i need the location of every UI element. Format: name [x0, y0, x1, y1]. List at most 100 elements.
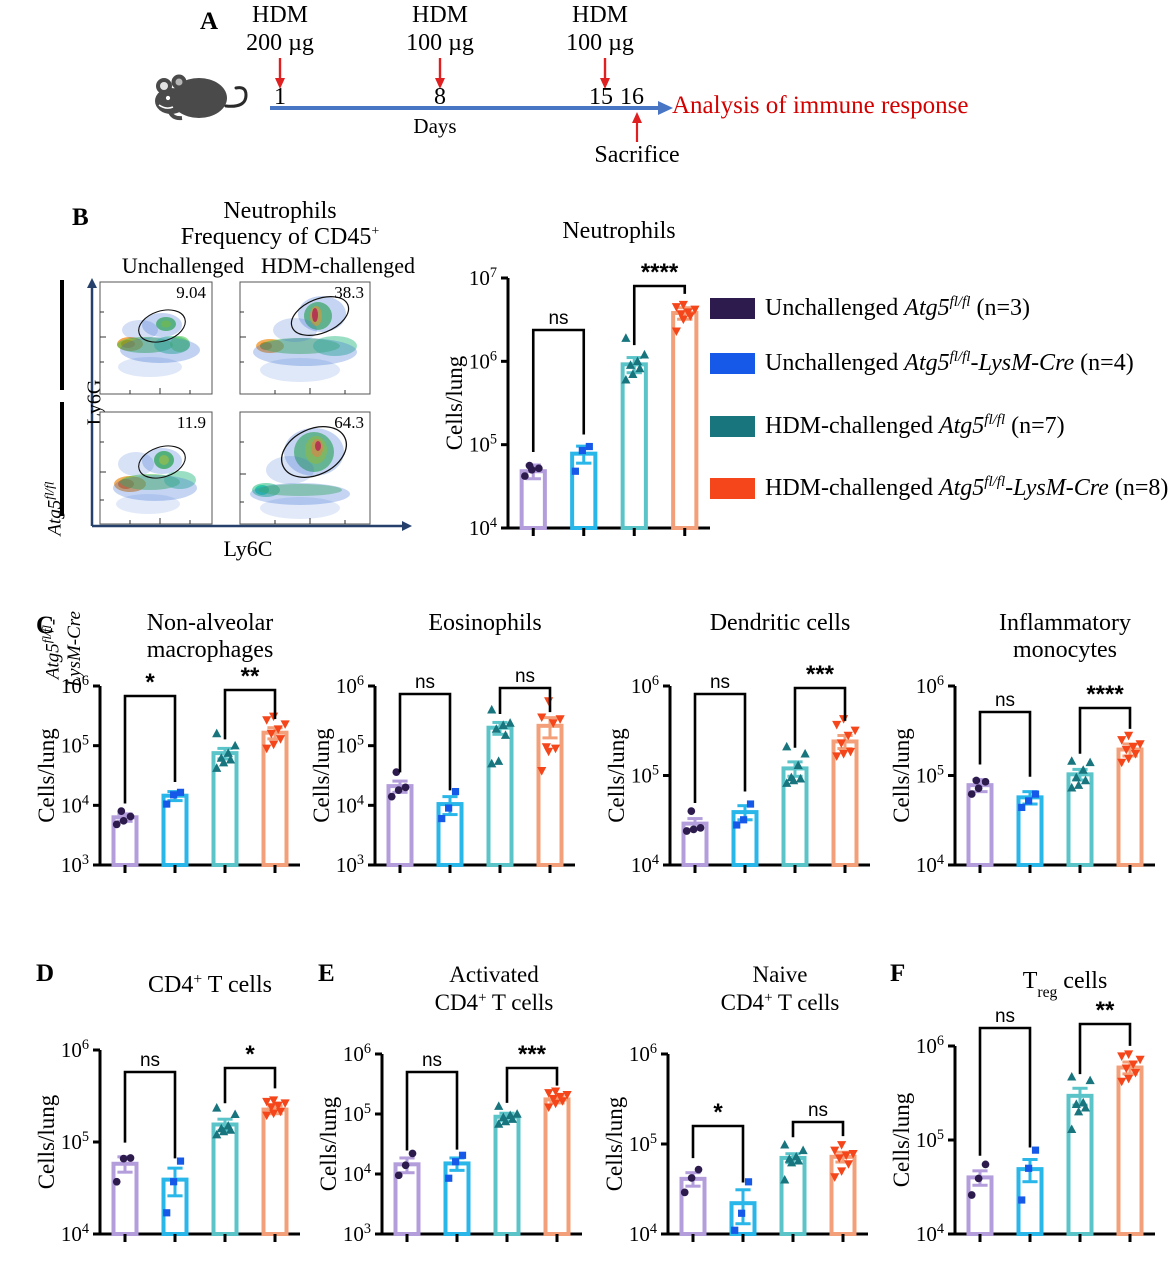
- significance-label: *: [145, 669, 155, 696]
- data-point-marker: [974, 784, 983, 793]
- data-point-marker: [1124, 731, 1134, 741]
- bar[interactable]: [211, 1122, 239, 1236]
- significance-label: *: [245, 1041, 255, 1068]
- dose-1-amount: 200 µg: [246, 30, 314, 57]
- significance-label: ns: [548, 308, 568, 329]
- significance-bracket: [498, 686, 552, 714]
- chart-non-alveolar-macrophages[interactable]: Non-alveolar macrophages 103 104 105 106 Cells…: [30, 608, 310, 893]
- chart-cd4-t-cells[interactable]: CD4+ T cells 104 105 106 Cells/lung ns *: [30, 962, 310, 1262]
- legend-item-0[interactable]: Unchallenged Atg5fl/fl (n=3): [710, 285, 1172, 331]
- data-point-marker: [112, 820, 121, 829]
- data-point-marker: [500, 730, 511, 739]
- data-point-marker: [537, 713, 547, 723]
- significance-bracket: [531, 328, 586, 453]
- data-point-marker: [1074, 780, 1084, 789]
- data-point-marker: [126, 812, 135, 821]
- legend-suffix-3: -LysM-Cre: [1005, 475, 1109, 501]
- data-point-marker: [119, 816, 128, 825]
- legend-item-1[interactable]: Unchallenged Atg5fl/fl-LysM-Cre (n=4): [710, 331, 1172, 395]
- bar[interactable]: [570, 451, 598, 530]
- chart-inflammatory-monocytes[interactable]: Inflammatory monocytes 104 105 106 Cells/lung…: [885, 608, 1165, 893]
- data-point-marker: [1078, 765, 1088, 774]
- data-point-marker: [834, 1154, 844, 1163]
- data-point-marker: [401, 783, 410, 792]
- data-point-marker: [219, 757, 229, 767]
- data-point-marker: [119, 1154, 128, 1163]
- data-point-marker: [273, 725, 283, 734]
- data-point-marker: [625, 360, 636, 369]
- data-point-marker: [967, 1191, 976, 1199]
- dose-2-group: HDM 100 µg: [385, 2, 495, 57]
- y-axis-title: Cells/lung: [602, 1096, 627, 1191]
- chart-neutrophils[interactable]: Neutrophils 104 105 106 107 Cells/lung ns ****: [430, 216, 720, 556]
- chart-activated-cd4-t-cells[interactable]: Activated CD4+ T cells 103 104 105 106 Cells/l…: [312, 962, 592, 1262]
- bar[interactable]: [671, 311, 699, 530]
- data-point-marker: [170, 791, 178, 799]
- chart-naive-cd4-t-cells[interactable]: Naive CD4+ T cells 104 105 106 Cells/lung * ns: [598, 962, 878, 1262]
- bar[interactable]: [1116, 747, 1144, 867]
- y-axis-tick-label: 103: [336, 852, 364, 877]
- data-point-marker: [836, 739, 846, 748]
- data-point-marker: [1121, 745, 1131, 755]
- data-point-marker: [793, 760, 803, 770]
- data-point-marker: [1117, 1052, 1127, 1061]
- significance-label: ***: [518, 1041, 547, 1068]
- legend-swatch-2: [710, 415, 755, 437]
- data-point-marker: [830, 1173, 840, 1182]
- bar[interactable]: [543, 1097, 571, 1236]
- y-axis-tick-label: 105: [61, 733, 89, 758]
- legend-gene-3: Atg5: [938, 475, 985, 501]
- flow-title-line2: Frequency of CD45+: [115, 224, 445, 250]
- data-point-marker: [544, 1089, 554, 1098]
- significance-bracket: [791, 1120, 845, 1138]
- data-point-marker: [628, 369, 638, 378]
- y-axis-tick-label: 106: [916, 673, 944, 698]
- bar[interactable]: [779, 1155, 807, 1236]
- chart-treg-cells[interactable]: Treg cells 104 105 106 Cells/lung ns **: [885, 962, 1165, 1262]
- chart-dendritic-cells[interactable]: Dendritic cells 104 105 106 Cells/lung ns ***: [600, 608, 880, 893]
- panel-c-letter: C: [36, 612, 55, 639]
- chart-axes: [668, 686, 870, 867]
- legend-sup-0: fl/fl: [949, 294, 971, 310]
- data-point-marker: [1078, 1097, 1088, 1107]
- flow-plot-svg-3: [99, 411, 213, 525]
- flow-plot-hdm-cre[interactable]: 64.3: [239, 411, 371, 525]
- legend-swatch-1: [710, 352, 755, 374]
- data-point-marker: [445, 804, 453, 812]
- bar[interactable]: [111, 1161, 139, 1236]
- chart-title-line2: CD4+ T cells: [721, 990, 840, 1015]
- data-point-marker: [621, 333, 631, 342]
- legend-item-3[interactable]: HDM-challenged Atg5fl/fl-LysM-Cre (n=8): [710, 457, 1172, 519]
- y-axis-tick-label: 104: [469, 515, 497, 540]
- bar[interactable]: [443, 1161, 471, 1236]
- bar[interactable]: [1116, 1065, 1144, 1236]
- flow-plot-unchallenged-flfl[interactable]: 9.04: [99, 281, 213, 395]
- legend-item-2[interactable]: HDM-challenged Atg5fl/fl (n=7): [710, 395, 1172, 457]
- data-point-marker: [972, 776, 981, 785]
- significance-label: **: [1096, 997, 1115, 1024]
- bar[interactable]: [261, 1107, 289, 1237]
- data-point-marker: [974, 1174, 983, 1183]
- chart-title-line1: Activated: [449, 962, 539, 987]
- flow-plot-unchallenged-cre[interactable]: 11.9: [99, 411, 213, 525]
- chart-eosinophils[interactable]: Eosinophils 103 104 105 106 Cells/lung ns ns: [305, 608, 585, 893]
- data-point-marker: [548, 1094, 558, 1104]
- y-axis-title: Cells/lung: [889, 728, 914, 823]
- data-point-marker: [780, 1139, 790, 1149]
- data-point-marker: [1031, 1146, 1040, 1154]
- data-point-marker: [494, 1101, 504, 1110]
- y-axis-tick-label: 104: [629, 1221, 657, 1246]
- data-point-marker: [1067, 782, 1077, 792]
- bar[interactable]: [620, 362, 648, 530]
- bar[interactable]: [1066, 1093, 1094, 1236]
- data-point-marker: [458, 1151, 467, 1159]
- flow-plot-hdm-flfl[interactable]: 38.3: [239, 281, 371, 395]
- dose-1-group: HDM 200 µg: [225, 2, 335, 57]
- data-point-marker: [687, 1174, 696, 1182]
- data-point-marker: [1130, 750, 1141, 759]
- bar[interactable]: [493, 1114, 521, 1236]
- data-point-marker: [731, 1226, 739, 1234]
- bar[interactable]: [486, 725, 514, 867]
- y-axis-title: Cells/lung: [316, 1096, 341, 1191]
- flow-col-header-unchallenged: Unchallenged: [121, 253, 245, 278]
